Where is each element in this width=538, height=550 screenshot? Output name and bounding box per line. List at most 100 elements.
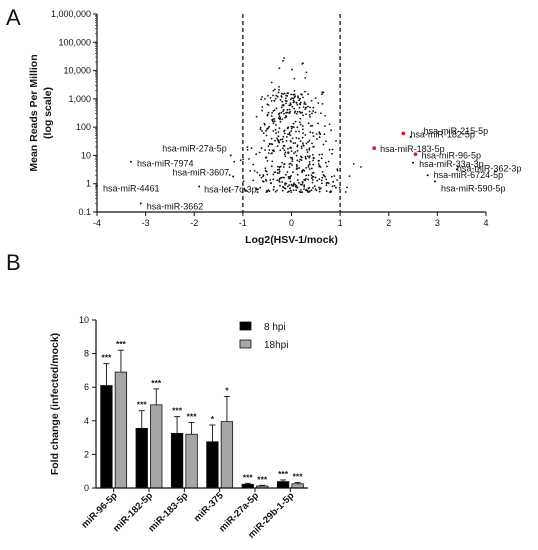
scatter-point	[307, 93, 309, 96]
scatter-point	[292, 97, 295, 100]
scatter-point	[239, 159, 242, 162]
significance-label: ***	[278, 469, 289, 479]
scatter-point	[307, 122, 310, 125]
scatter-point	[277, 141, 280, 143]
scatter-point	[305, 113, 307, 115]
scatter-point	[276, 95, 279, 98]
y-tick-label: 10	[79, 315, 89, 325]
scatter-point	[296, 173, 299, 176]
scatter-point	[263, 123, 266, 126]
bar	[100, 385, 113, 489]
scatter-point	[325, 161, 327, 164]
scatter-point	[286, 171, 289, 173]
scatter-point	[265, 156, 268, 159]
scatter-point	[243, 187, 246, 190]
scatter-point	[310, 167, 313, 170]
scatter-point	[318, 131, 321, 134]
bar	[220, 421, 234, 489]
scatter-point	[256, 171, 259, 174]
scatter-point	[331, 148, 334, 151]
scatter-point	[277, 165, 279, 168]
scatter-point	[304, 179, 306, 182]
scatter-point	[304, 103, 307, 105]
scatter-axes: -4 -3 -2 -1 0 1 2 3 4 0.1 1 10 100 1,000 10,000 100,000…	[51, 9, 489, 228]
scatter-point	[307, 191, 309, 193]
scatter-point	[295, 113, 298, 115]
scatter-point	[292, 122, 295, 125]
scatter-point	[270, 81, 273, 84]
scatter-point	[273, 88, 276, 91]
scatter-point	[307, 174, 310, 177]
scatter-point	[283, 132, 286, 135]
y-tick-label: 2	[84, 449, 89, 459]
scatter-point	[288, 163, 291, 165]
x-tick-label: 4	[483, 218, 488, 228]
highlighted-point	[401, 131, 406, 136]
scatter-point	[292, 99, 295, 102]
scatter-point	[264, 167, 267, 170]
legend-swatch-18hpi	[239, 339, 252, 349]
scatter-point	[293, 96, 296, 98]
y-tick-label: 6	[84, 382, 89, 392]
scatter-point	[348, 175, 351, 178]
scatter-point	[307, 164, 310, 167]
scatter-point	[317, 122, 319, 125]
scatter-point	[314, 111, 317, 114]
scatter-point	[270, 100, 273, 102]
scatter-point	[279, 149, 282, 152]
scatter-point	[269, 97, 272, 99]
scatter-point	[325, 182, 328, 185]
scatter-point	[255, 187, 257, 190]
scatter-point	[278, 67, 281, 70]
scatter-point	[318, 153, 321, 156]
scatter-point	[299, 123, 302, 126]
scatter-point	[277, 135, 280, 138]
scatter-point	[318, 164, 321, 167]
bar	[185, 433, 198, 489]
scatter-point	[288, 133, 291, 135]
scatter-point	[290, 93, 292, 96]
scatter-point	[285, 115, 287, 117]
scatter-point	[282, 147, 284, 150]
scatter-point	[283, 176, 285, 179]
scatter-point	[281, 138, 284, 141]
scatter-point	[308, 156, 311, 159]
scatter-point	[293, 152, 295, 155]
scatter-point	[332, 180, 335, 183]
x-tick-label: -2	[190, 218, 198, 228]
significance-label: ***	[187, 411, 198, 421]
scatter-point	[280, 106, 283, 109]
scatter-point	[277, 131, 280, 133]
scatter-point	[289, 98, 292, 101]
bar	[150, 404, 163, 489]
y-tick-label: 8	[84, 349, 89, 359]
scatter-point	[308, 168, 311, 170]
scatter-point	[267, 152, 270, 155]
scatter-point	[302, 132, 304, 135]
scatter-point	[304, 77, 307, 79]
scatter-point	[331, 152, 333, 155]
scatter-point	[278, 115, 281, 118]
scatter-point	[249, 170, 252, 172]
scatter-point	[295, 163, 298, 166]
scatter-point	[323, 133, 326, 136]
scatter-point	[284, 155, 287, 158]
scatter-point	[321, 91, 324, 94]
bar	[276, 481, 290, 489]
scatter-point	[294, 110, 297, 113]
significance-label: *	[225, 385, 229, 395]
panel-label-a: A	[6, 5, 21, 30]
point-annotation: hsa-miR-33a-3p	[419, 159, 484, 169]
scatter-point	[272, 173, 275, 176]
scatter-point	[302, 125, 304, 127]
scatter-point	[268, 143, 271, 146]
scatter-point	[295, 154, 298, 157]
scatter-point	[308, 114, 311, 116]
y-tick-label: 100	[76, 122, 91, 132]
scatter-point	[279, 99, 282, 101]
point-annotation: hsa-miR-7974	[137, 159, 194, 169]
scatter-point	[287, 176, 290, 178]
scatter-point	[283, 92, 286, 95]
scatter-point	[300, 159, 303, 162]
